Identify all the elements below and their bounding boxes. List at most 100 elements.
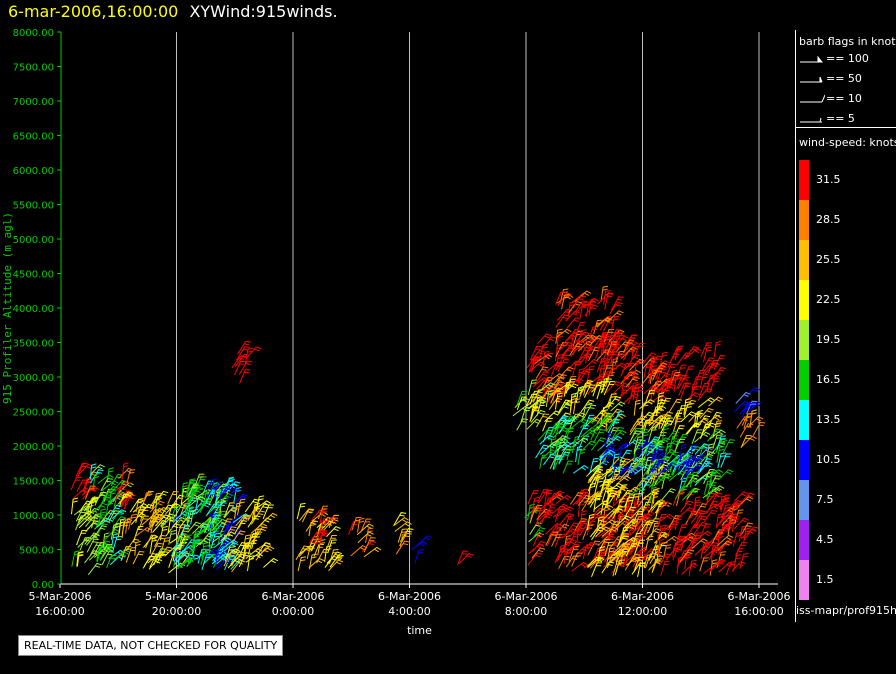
colorbar-label: 19.5 [816,333,841,346]
wind-barb [393,512,407,526]
wind-barb [721,504,731,519]
wind-barb [149,513,162,528]
wind-barb [640,481,651,497]
wind-barb [245,346,262,359]
wind-barb [555,314,570,328]
y-axis-title: 915 Profiler Altitude (m agl) [1,212,14,404]
wind-barb [554,392,563,410]
wind-barb [207,514,222,528]
wind-barb [601,448,617,462]
wind-barb [231,559,246,573]
wind-barb [555,291,566,305]
wind-barb [572,437,589,448]
wind-barb [535,366,549,379]
wind-barb [298,546,313,557]
wind-barb [351,517,362,531]
wind-barb [690,444,698,461]
wind-barb [645,528,661,541]
wind-barb [587,365,595,381]
colorbar-swatch [799,440,809,480]
wind-barb [593,418,609,428]
wind-barb [679,443,687,461]
wind-barb [219,485,234,498]
wind-barb [607,351,620,364]
wind-barb [621,375,630,392]
wind-barb [95,514,107,529]
wind-barb [92,473,100,491]
wind-barb [635,515,652,527]
wind-barb [657,538,665,556]
colorbar-label: 31.5 [816,173,841,186]
barb-10-icon [800,94,825,103]
wind-barb [603,329,615,343]
wind-barb [683,403,693,418]
wind-barb [320,515,338,527]
wind-barb [706,414,722,424]
wind-barb [699,458,712,472]
data-source-label: iss-mapr/prof915h [796,604,896,617]
wind-barb [544,489,552,505]
wind-barb [585,416,600,427]
wind-barb [583,358,599,370]
wind-barb [545,361,563,373]
wind-barb [558,451,570,465]
wind-barb [708,546,721,561]
wind-barb [650,452,668,463]
x-tick-date: 6-Mar-2006 [262,590,325,603]
wind-barb [718,561,734,573]
wind-barb [126,469,136,484]
wind-barb [647,518,660,534]
wind-barb [733,517,749,530]
wind-barb [601,529,617,539]
wind-barb [536,401,546,417]
wind-barb [683,346,699,360]
wind-barb [716,515,730,527]
wind-barb [557,506,574,517]
wind-barb [227,557,242,569]
wind-barb [630,493,640,508]
wind-barb [596,412,610,424]
wind-barb [512,405,530,417]
wind-barb [187,521,201,533]
wind-barb [633,359,642,375]
wind-barb [96,517,113,528]
wind-barb [683,399,697,412]
wind-barb [610,401,626,412]
wind-barb [604,433,615,447]
wind-barb [676,374,688,390]
wind-barb [192,522,209,534]
wind-barb [591,380,607,393]
wind-barb [551,534,563,547]
wind-barb [710,469,717,486]
legend-divider [796,127,896,128]
wind-barb [670,347,683,362]
wind-barb [685,474,699,487]
wind-barb [634,515,644,530]
wind-barb [661,462,678,473]
wind-barb [531,527,546,540]
wind-barb [639,399,655,410]
wind-barb [253,505,261,520]
wind-barb [114,486,127,501]
wind-barb [574,303,589,316]
wind-barb [651,405,667,415]
wind-barb [731,561,746,572]
y-tick-label: 1500.00 [13,477,54,488]
wind-barb [652,367,664,381]
wind-barb [618,444,627,462]
wind-barb [641,431,649,447]
wind-barb [716,435,727,451]
wind-barb [201,554,212,571]
wind-barb [583,381,592,396]
wind-barb [648,356,657,373]
wind-barb [654,417,668,430]
wind-barb [599,519,617,530]
wind-barb [648,475,666,488]
wind-barb [599,414,615,427]
wind-barb [397,528,408,543]
wind-barb [179,557,196,569]
colorbar-label: 7.5 [816,493,834,506]
colorbar-swatch [799,320,809,360]
y-tick-label: 6000.00 [13,166,54,177]
wind-barb [233,487,242,503]
